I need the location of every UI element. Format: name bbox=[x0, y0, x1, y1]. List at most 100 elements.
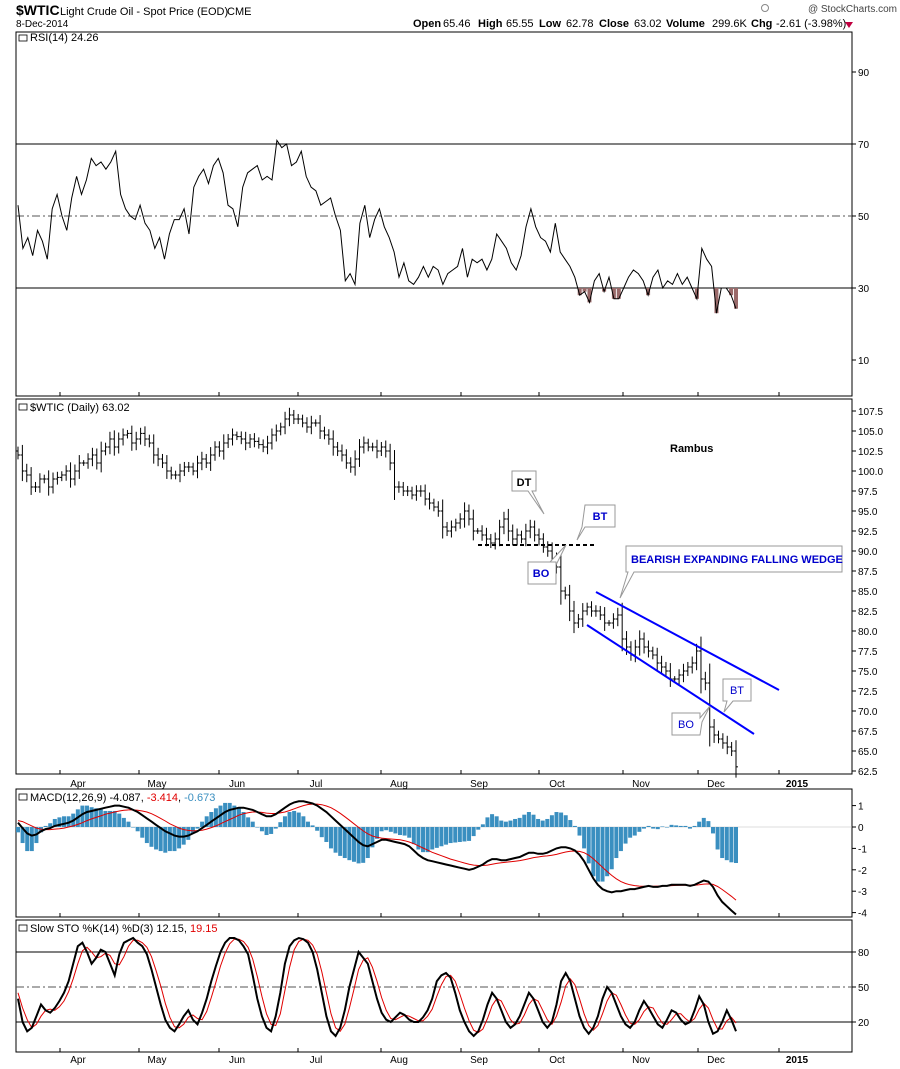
macd-tick-label: -1 bbox=[858, 844, 867, 855]
macd-histogram-bar bbox=[131, 827, 136, 828]
price-bar bbox=[576, 613, 581, 629]
price-bar bbox=[107, 431, 112, 455]
month-label: Aug bbox=[390, 1055, 408, 1066]
macd-histogram-bar bbox=[678, 825, 683, 827]
wedge-callout: BEARISH EXPANDING FALLING WEDGE bbox=[619, 545, 843, 599]
month-label: Jul bbox=[310, 1055, 323, 1066]
price-bar bbox=[164, 455, 169, 479]
price-bar bbox=[278, 422, 283, 436]
macd-histogram-bar bbox=[595, 827, 600, 882]
rsi-tick-label: 30 bbox=[858, 284, 870, 295]
price-bar bbox=[493, 532, 498, 550]
bt-callout-1: BT bbox=[576, 504, 616, 541]
macd-histogram-bar bbox=[163, 827, 168, 853]
macd-histogram-bar bbox=[540, 820, 545, 827]
price-plot: 62.5 65.0 67.5 70.0 72.5 75.0 77.5 80.0 82.5 85.0… bbox=[16, 407, 883, 778]
macd-histogram-bar bbox=[209, 812, 214, 827]
price-bar bbox=[672, 676, 677, 682]
macd-histogram-bar bbox=[480, 824, 485, 827]
macd-histogram-bar bbox=[605, 827, 610, 877]
price-bar bbox=[466, 504, 471, 526]
macd-histogram-bar bbox=[641, 827, 646, 829]
macd-histogram-bar bbox=[62, 816, 67, 827]
macd-histogram-bar bbox=[89, 807, 94, 827]
price-bar bbox=[147, 434, 152, 448]
rsi-oversold-fill bbox=[616, 288, 621, 299]
sto-d-line bbox=[17, 938, 737, 1034]
rsi-tick-label: 10 bbox=[858, 356, 870, 367]
price-bar bbox=[134, 431, 139, 451]
macd-histogram-bar bbox=[328, 827, 333, 849]
price-bar bbox=[112, 430, 117, 456]
price-bar bbox=[729, 741, 734, 757]
price-bar bbox=[116, 432, 121, 454]
chart-date: 8-Dec-2014 bbox=[16, 19, 69, 30]
price-bar bbox=[458, 513, 463, 529]
price-bar bbox=[24, 463, 29, 483]
macd-histogram-bar bbox=[158, 827, 163, 852]
price-bar bbox=[269, 428, 274, 450]
price-bar bbox=[252, 433, 257, 448]
price-bar bbox=[51, 472, 56, 494]
price-panel bbox=[15, 398, 853, 775]
price-bar bbox=[427, 492, 432, 510]
macd-histogram-bar bbox=[655, 827, 660, 830]
month-label: Jun bbox=[229, 1055, 245, 1066]
price-tick-label: 80.0 bbox=[858, 627, 878, 638]
sto-legend-prefix: Slow STO %K(14) %D(3) bbox=[30, 923, 153, 935]
macd-histogram-bar bbox=[660, 826, 665, 827]
rsi-tick-label: 90 bbox=[858, 68, 870, 79]
price-bar bbox=[243, 431, 248, 451]
price-tick-label: 65.0 bbox=[858, 747, 878, 758]
rsi-legend-text: RSI(14) 24.26 bbox=[30, 32, 98, 44]
bt-callout-2: BT bbox=[722, 678, 752, 713]
month-label: Apr bbox=[70, 1055, 86, 1066]
price-tick-label: 95.0 bbox=[858, 507, 878, 518]
price-bar bbox=[138, 427, 143, 445]
price-bar bbox=[344, 449, 349, 469]
macd-histogram-bar bbox=[651, 827, 656, 829]
macd-histogram-bar bbox=[715, 827, 720, 850]
macd-histogram-bar bbox=[200, 821, 205, 827]
price-tick-label: 92.5 bbox=[858, 527, 878, 538]
chart-symbol: $WTIC bbox=[16, 2, 60, 18]
high-label: High bbox=[478, 18, 503, 30]
down-triangle-icon bbox=[845, 22, 853, 28]
macd-histogram-bar bbox=[135, 827, 140, 832]
sto-tick-label: 20 bbox=[858, 1018, 870, 1029]
macd-histogram-bar bbox=[223, 802, 228, 827]
macd-histogram-bar bbox=[98, 809, 103, 827]
price-bar bbox=[515, 528, 520, 546]
price-bar bbox=[659, 655, 664, 675]
macd-histogram-bar bbox=[250, 821, 255, 827]
month-axis: Apr Apr May May Jun Jun Jul Jul Aug Aug Sep Sep Oct O… bbox=[59, 392, 809, 1066]
price-bar bbox=[453, 518, 458, 532]
price-bar bbox=[716, 730, 721, 744]
price-bar bbox=[690, 656, 695, 674]
price-bar bbox=[283, 411, 288, 435]
price-bar bbox=[519, 530, 524, 544]
price-bar bbox=[567, 584, 572, 622]
price-bar bbox=[151, 434, 156, 464]
price-bar bbox=[681, 663, 686, 683]
price-bar bbox=[335, 441, 340, 457]
macd-histogram-bar bbox=[499, 820, 504, 827]
price-bar bbox=[366, 438, 371, 452]
price-bar bbox=[541, 533, 546, 553]
bo-callout-1: BO bbox=[527, 544, 567, 585]
change-value: -2.61 (-3.98%) bbox=[776, 18, 846, 30]
macd-value: -4.087 bbox=[109, 792, 140, 804]
price-bar bbox=[357, 439, 362, 467]
macd-histogram-bar bbox=[39, 827, 44, 833]
macd-legend-text: MACD(12,26,9) -4.087, -3.414, -0.673 bbox=[30, 792, 215, 804]
month-label: Oct bbox=[549, 779, 565, 790]
price-bar bbox=[445, 521, 450, 537]
macd-histogram-bar bbox=[628, 827, 633, 838]
price-bar bbox=[77, 455, 82, 479]
month-label: Jun bbox=[229, 779, 245, 790]
price-bar bbox=[42, 474, 47, 484]
volume-value: 299.6K bbox=[712, 18, 748, 30]
price-bar bbox=[221, 434, 226, 460]
price-bar bbox=[607, 620, 612, 626]
macd-histogram-bar bbox=[586, 827, 591, 864]
